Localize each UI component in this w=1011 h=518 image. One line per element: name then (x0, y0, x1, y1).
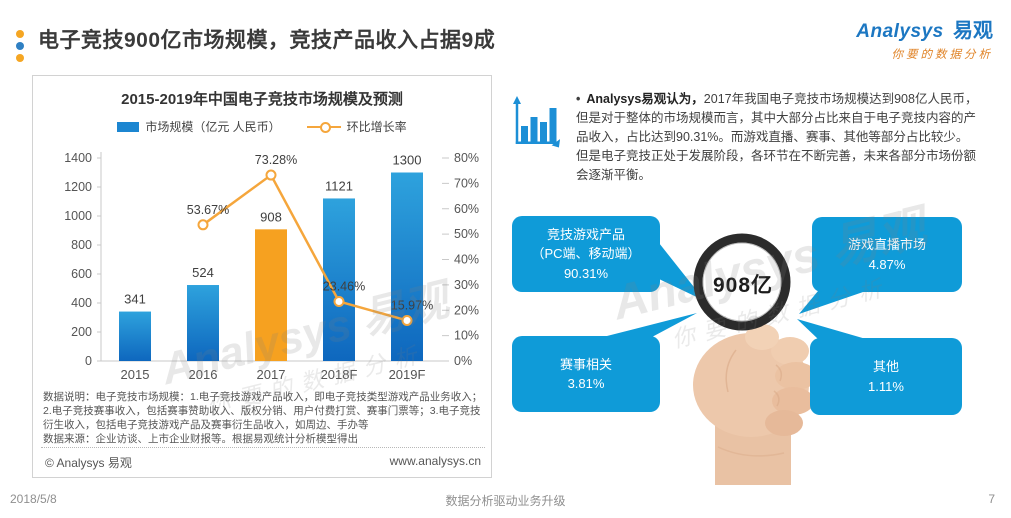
bar-2015 (119, 311, 151, 361)
legend-bar-label: 市场规模（亿元 人民币） (145, 120, 281, 134)
dot-orange-top (16, 30, 24, 38)
line-marker-2018F (333, 295, 345, 307)
page-title: 电子竞技900亿市场规模，竞技产品收入占据9成 (38, 29, 496, 52)
callout-pointer-top-left (659, 243, 705, 301)
callout-pointer-bottom-right (797, 319, 866, 339)
line-marker-2019F (401, 314, 413, 326)
right-tick-label: 70% (454, 176, 479, 190)
bar-value-label: 1300 (393, 153, 422, 168)
legend-line-label: 环比增长率 (346, 120, 407, 134)
legend-item-bar: 市场规模（亿元 人民币） (117, 118, 281, 135)
bar-value-label: 341 (124, 292, 146, 307)
insight-block: • Analysys易观认为，2017年我国电子竞技市场规模达到908亿人民币，但… (512, 90, 998, 185)
bar-value-label: 908 (260, 209, 282, 224)
left-tick-label: 0 (85, 354, 92, 368)
insight-lead: Analysys易观认为， (586, 92, 704, 106)
callout-pointer-bottom-left (603, 313, 697, 337)
dot-blue-middle (16, 42, 24, 50)
bar-legend-swatch-icon (117, 121, 140, 132)
market-size-chart-card: 2015-2019年中国电子竞技市场规模及预测 市场规模（亿元 人民币） 环比增… (32, 75, 492, 478)
dot-orange-bottom (16, 54, 24, 62)
line-value-label: 23.46% (323, 279, 365, 293)
footer-date: 2018/5/8 (10, 492, 57, 506)
dotted-divider (41, 447, 485, 448)
left-tick-label: 1400 (64, 151, 92, 165)
slide-footer: 2018/5/8 数据分析驱动业务升级 7 (0, 492, 1011, 516)
growth-rate-line (202, 173, 408, 322)
copyright-text: © Analysys 易观 (45, 456, 132, 470)
right-tick-label: 0% (454, 354, 472, 368)
title-bullet-dots (16, 30, 26, 66)
legend-item-line: 环比增长率 (306, 118, 407, 135)
category-label-2018F: 2018F (321, 367, 358, 382)
left-tick-label: 400 (71, 296, 92, 310)
category-label-2015: 2015 (121, 367, 150, 382)
line-value-label: 15.97% (391, 298, 433, 312)
callout-others: 其他 1.11% (810, 338, 962, 415)
logo-brand-cn: 易观 (953, 20, 993, 42)
bar-2017 (255, 229, 287, 361)
right-tick-label: 40% (454, 253, 479, 267)
right-tick-label: 20% (454, 303, 479, 317)
hand-image (693, 324, 817, 485)
insight-body: 2017年我国电子竞技市场规模达到908亿人民币，但是对于整体的市场规模而言，其… (576, 92, 978, 182)
footnote-data-note: 数据说明：电子竞技市场规模：1.电子竞技游戏产品收入，即电子竞技类型游戏产品业务… (43, 391, 483, 431)
magnifier-value: 908亿 (712, 274, 774, 297)
chart-title: 2015-2019年中国电子竞技市场规模及预测 (121, 91, 403, 108)
bar-line-chart: 0 200 400 600 800 1000 1200 1400 0% 10% 20% 30% 40% 5… (64, 151, 479, 382)
left-tick-label: 800 (71, 238, 92, 252)
line-marker-2016 (197, 219, 209, 231)
right-tick-label: 80% (454, 151, 479, 165)
magnifier-inner-ring (702, 242, 782, 322)
page-number: 7 (988, 492, 995, 506)
right-tick-label: 50% (454, 227, 479, 241)
bar-2016 (187, 285, 219, 361)
left-tick-label: 200 (71, 325, 92, 339)
logo-tagline: 你要的数据分析 (891, 49, 993, 61)
left-tick-label: 600 (71, 267, 92, 281)
logo-brand-en: Analysys (856, 21, 944, 42)
line-legend-swatch-icon (306, 121, 341, 133)
bar-chart-icon (512, 90, 561, 185)
category-label-2016: 2016 (189, 367, 218, 382)
bullet-point: • (576, 92, 581, 106)
magnifier-icon (693, 233, 791, 331)
callout-game-products: 竞技游戏产品 （PC端、移动端） 90.31% (512, 216, 660, 292)
diagram-graphics (603, 233, 866, 485)
line-value-label: 73.28% (255, 153, 297, 167)
right-tick-label: 60% (454, 202, 479, 216)
callout-events: 赛事相关 3.81% (512, 336, 660, 412)
bar-value-label: 524 (192, 265, 214, 280)
left-tick-label: 1000 (64, 209, 92, 223)
logo-wordmark: Analysys 易观 (856, 14, 993, 43)
category-label-2019F: 2019F (389, 367, 426, 382)
line-marker-2017 (265, 169, 277, 181)
left-tick-label: 1200 (64, 180, 92, 194)
chart-footnote: 数据说明：电子竞技市场规模：1.电子竞技游戏产品收入，即电子竞技类型游戏产品业务… (43, 391, 483, 446)
chart-legend: 市场规模（亿元 人民币） 环比增长率 (33, 118, 491, 135)
right-tick-label: 30% (454, 278, 479, 292)
copyright-row: © Analysys 易观 www.analysys.cn (45, 454, 481, 471)
line-value-label: 53.67% (187, 203, 229, 217)
market-share-diagram: 竞技游戏产品 （PC端、移动端） 90.31% 赛事相关 3.81% 游戏直播市… (500, 185, 1011, 485)
callout-pointer-top-right (799, 291, 866, 314)
bar-value-label: 1121 (325, 178, 353, 193)
right-tick-label: 10% (454, 329, 479, 343)
bar-2019F (391, 172, 423, 361)
footnote-data-source: 数据来源：企业访谈、上市企业财报等。根据易观统计分析模型得出 (43, 432, 358, 445)
category-label-2017: 2017 (257, 367, 286, 382)
footer-slogan: 数据分析驱动业务升级 (445, 494, 566, 508)
analysys-logo: Analysys 易观 你要的数据分析 (856, 14, 993, 62)
insight-paragraph: • Analysys易观认为，2017年我国电子竞技市场规模达到908亿人民币，但… (576, 90, 980, 185)
callout-live-streaming: 游戏直播市场 4.87% (812, 217, 962, 292)
website-link[interactable]: www.analysys.cn (389, 454, 481, 468)
